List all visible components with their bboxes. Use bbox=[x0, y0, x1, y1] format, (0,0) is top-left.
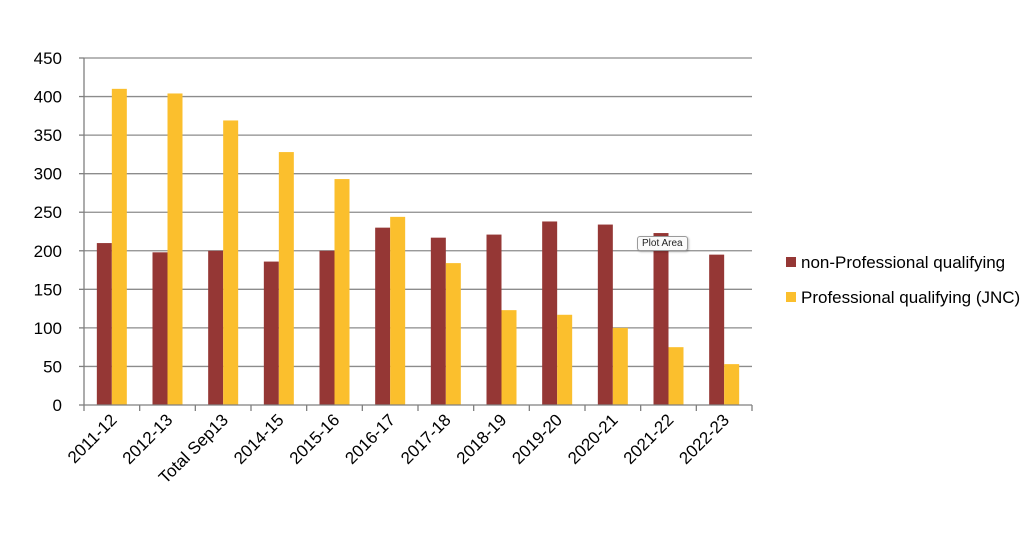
y-tick-label: 200 bbox=[34, 242, 62, 261]
x-tick-label: 2014-15 bbox=[230, 410, 288, 468]
bar-professional-8 bbox=[557, 314, 573, 405]
bar-non-professional-11 bbox=[709, 254, 725, 405]
bar-professional-3 bbox=[278, 152, 294, 405]
bar-professional-0 bbox=[111, 88, 127, 405]
y-tick-label: 250 bbox=[34, 203, 62, 222]
y-tick-label: 400 bbox=[34, 88, 62, 107]
bar-non-professional-0 bbox=[96, 243, 112, 405]
bar-professional-4 bbox=[334, 179, 350, 405]
y-tick-label: 350 bbox=[34, 126, 62, 145]
bar-non-professional-6 bbox=[430, 237, 446, 405]
y-tick-label: 450 bbox=[34, 49, 62, 68]
x-tick-label: 2016-17 bbox=[341, 410, 399, 468]
bar-non-professional-4 bbox=[319, 250, 335, 405]
bar-non-professional-8 bbox=[542, 221, 558, 405]
legend-label: Professional qualifying (JNC) bbox=[801, 288, 1020, 307]
y-tick-labels: 0 50 100 150 200 250 300 350 400 450 bbox=[34, 49, 62, 415]
bar-professional-5 bbox=[390, 216, 406, 405]
bar-professional-10 bbox=[668, 347, 684, 405]
bar-professional-2 bbox=[223, 120, 239, 406]
plot-area-tooltip: Plot Area bbox=[637, 236, 688, 251]
bar-non-professional-7 bbox=[486, 234, 502, 405]
bar-professional-1 bbox=[167, 93, 183, 406]
bar-professional-9 bbox=[612, 327, 628, 405]
bar-non-professional-1 bbox=[152, 252, 168, 405]
x-tick-label: 2018-19 bbox=[453, 410, 511, 468]
x-tick-label: 2022-23 bbox=[675, 410, 733, 468]
bar-non-professional-9 bbox=[597, 224, 613, 405]
bar-non-professional-3 bbox=[263, 261, 279, 405]
x-tick-label: 2021-22 bbox=[620, 410, 678, 468]
bar-professional-6 bbox=[445, 263, 461, 405]
x-tick-label: 2015-16 bbox=[286, 410, 344, 468]
bar-non-professional-10 bbox=[653, 233, 669, 405]
y-tick-label: 100 bbox=[34, 319, 62, 338]
x-tick-label: 2019-20 bbox=[508, 410, 566, 468]
x-tick-label: 2017-18 bbox=[397, 410, 455, 468]
bar-professional-7 bbox=[501, 310, 517, 405]
legend-swatch bbox=[786, 292, 796, 302]
bar-professional-11 bbox=[724, 364, 740, 405]
legend-swatch bbox=[786, 257, 796, 267]
x-tick-label: 2020-21 bbox=[564, 410, 622, 468]
legend: non-Professional qualifying Professional … bbox=[786, 253, 1020, 307]
axes bbox=[79, 57, 753, 411]
bar-non-professional-5 bbox=[375, 227, 391, 405]
y-tick-label: 150 bbox=[34, 280, 62, 299]
y-tick-label: 0 bbox=[53, 396, 62, 415]
bars bbox=[96, 88, 740, 406]
bar-non-professional-2 bbox=[208, 250, 224, 405]
x-tick-label: 2011-12 bbox=[64, 410, 121, 467]
gridlines bbox=[84, 57, 752, 368]
y-tick-label: 300 bbox=[34, 165, 62, 184]
y-tick-label: 50 bbox=[43, 357, 62, 376]
legend-label: non-Professional qualifying bbox=[801, 253, 1005, 272]
x-tick-label: 2012-13 bbox=[119, 410, 177, 468]
